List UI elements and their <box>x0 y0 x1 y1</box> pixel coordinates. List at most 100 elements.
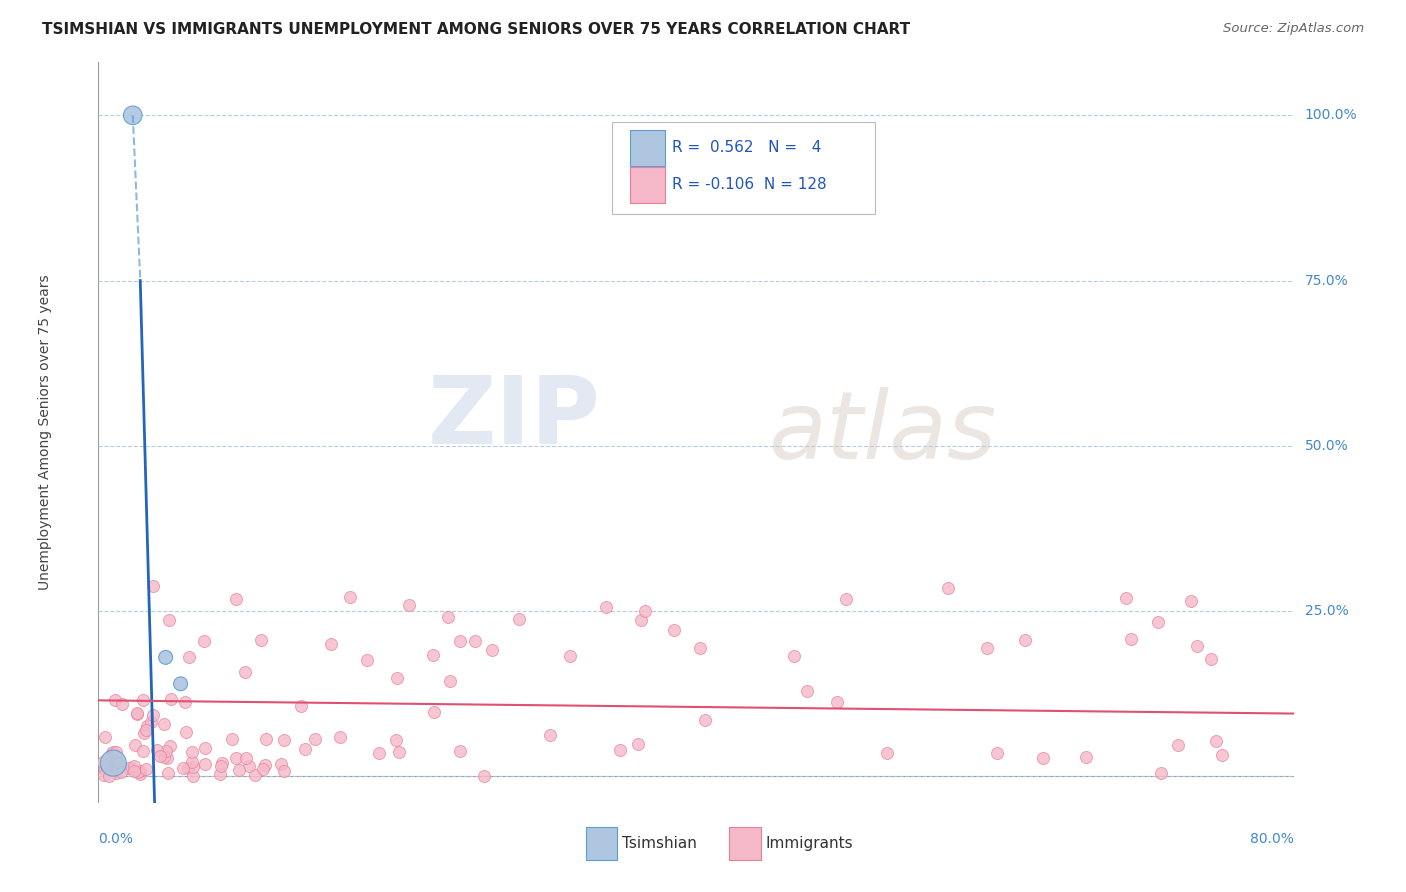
Point <box>159 691 181 706</box>
Text: R =  0.562   N =   4: R = 0.562 N = 4 <box>672 140 821 155</box>
Point <box>105 754 128 768</box>
Point <box>252 762 274 776</box>
Point <box>630 613 652 627</box>
Point <box>131 743 153 757</box>
Point <box>464 634 486 648</box>
Point <box>127 764 149 779</box>
Point <box>101 745 124 759</box>
Point <box>122 759 145 773</box>
Point <box>783 648 806 663</box>
Point <box>135 762 157 776</box>
Point <box>609 743 631 757</box>
Point <box>273 733 295 747</box>
Text: 75.0%: 75.0% <box>1305 274 1348 287</box>
Point <box>472 769 495 783</box>
Point <box>93 762 115 776</box>
Point <box>211 756 233 771</box>
Text: TSIMSHIAN VS IMMIGRANTS UNEMPLOYMENT AMONG SENIORS OVER 75 YEARS CORRELATION CHA: TSIMSHIAN VS IMMIGRANTS UNEMPLOYMENT AMO… <box>42 22 910 37</box>
Point <box>339 591 361 605</box>
Point <box>449 743 471 757</box>
Point <box>1150 766 1173 780</box>
Text: Source: ZipAtlas.com: Source: ZipAtlas.com <box>1223 22 1364 36</box>
Point <box>936 581 959 595</box>
Point <box>104 693 127 707</box>
Point <box>110 697 132 711</box>
Point <box>356 653 378 667</box>
Point <box>98 768 121 782</box>
Point <box>153 717 176 731</box>
Point <box>174 725 197 739</box>
Point <box>1115 591 1137 606</box>
Point <box>595 599 617 614</box>
Point <box>157 766 180 780</box>
Point <box>437 610 460 624</box>
Point <box>169 677 191 691</box>
Point <box>179 650 201 665</box>
Point <box>422 648 444 662</box>
Point <box>250 633 273 648</box>
Point <box>1147 615 1170 629</box>
Point <box>304 731 326 746</box>
Point <box>153 750 176 764</box>
Point <box>93 768 115 782</box>
Point <box>1031 751 1053 765</box>
Point <box>662 623 685 637</box>
Point <box>538 728 561 742</box>
Point <box>398 599 420 613</box>
Point <box>1185 640 1208 654</box>
Point <box>180 756 202 770</box>
Text: R = -0.106  N = 128: R = -0.106 N = 128 <box>672 178 827 192</box>
Point <box>91 755 114 769</box>
Text: 50.0%: 50.0% <box>1305 439 1348 453</box>
Point <box>290 698 312 713</box>
Point <box>135 723 157 737</box>
Text: Unemployment Among Seniors over 75 years: Unemployment Among Seniors over 75 years <box>38 275 52 591</box>
Point <box>253 758 276 772</box>
Point <box>104 745 127 759</box>
Point <box>1180 594 1202 608</box>
Point <box>120 761 142 775</box>
Point <box>127 706 149 721</box>
Point <box>1014 632 1036 647</box>
Point <box>139 715 162 730</box>
Point <box>142 707 165 722</box>
Point <box>1211 748 1233 763</box>
Point <box>368 746 391 760</box>
Point <box>225 751 247 765</box>
Point <box>128 764 150 778</box>
Point <box>1199 652 1222 666</box>
Point <box>986 747 1008 761</box>
Point <box>481 643 503 657</box>
Point <box>1074 749 1097 764</box>
Text: 80.0%: 80.0% <box>1250 832 1294 847</box>
Point <box>233 665 256 679</box>
FancyBboxPatch shape <box>630 130 665 166</box>
Point <box>155 650 177 665</box>
Point <box>155 751 177 765</box>
Point <box>121 108 143 122</box>
Text: Immigrants: Immigrants <box>765 836 853 851</box>
Text: 0.0%: 0.0% <box>98 832 134 847</box>
Point <box>876 747 898 761</box>
Point <box>695 713 717 727</box>
Point <box>172 761 194 775</box>
Point <box>148 748 170 763</box>
Point <box>321 637 343 651</box>
Point <box>155 744 177 758</box>
Point <box>145 743 167 757</box>
Point <box>238 758 260 772</box>
Point <box>235 751 257 765</box>
Point <box>423 705 446 719</box>
Point <box>193 741 215 756</box>
Point <box>225 592 247 607</box>
Point <box>125 706 148 721</box>
Point <box>117 761 139 775</box>
Point <box>176 761 198 775</box>
Point <box>385 733 408 747</box>
Point <box>508 612 530 626</box>
Point <box>124 738 146 752</box>
Point <box>976 640 998 655</box>
Text: Tsimshian: Tsimshian <box>621 836 697 851</box>
Point <box>129 767 152 781</box>
Point <box>439 673 461 688</box>
